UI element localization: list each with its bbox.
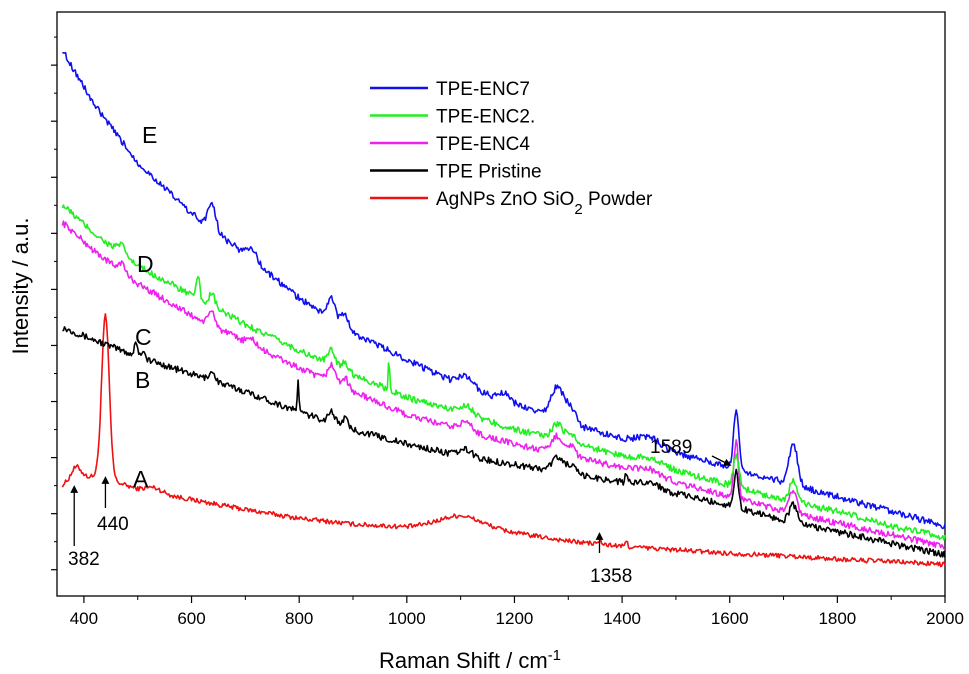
curve-layer: E D CB A — [61, 51, 946, 568]
x-tick-label: 1800 — [818, 609, 856, 628]
x-tick-label: 1400 — [603, 609, 641, 628]
legend-label: TPE Pristine — [436, 162, 542, 183]
title-layer: Raman Shift / cm-1 Intensity / a.u. — [8, 218, 561, 673]
axes-layer: 400 600 800 1000 1200 1400 1600 1800 2000 — [51, 36, 964, 628]
x-tick-label: 1600 — [711, 609, 749, 628]
x-axis-title-main: Raman Shift / cm — [379, 648, 548, 673]
legend-label-main: TPE Pristine — [436, 162, 542, 183]
annotation-layer: 382 440 1358 1589 — [68, 437, 732, 587]
curve-letter-d: D — [137, 251, 154, 277]
x-tick-label: 1200 — [496, 609, 534, 628]
legend: TPE-ENC7 TPE-ENC2. TPE-ENC4 TPE Pristine AgN… — [370, 79, 653, 218]
curve-letter-b: B — [135, 367, 150, 393]
legend-label: AgNPs ZnO SiO2 Powder — [436, 189, 653, 218]
x-axis-title: Raman Shift / cm-1 — [379, 647, 561, 674]
curve-letter-e: E — [142, 122, 157, 148]
y-axis-title: Intensity / a.u. — [8, 218, 33, 355]
x-tick-label: 400 — [70, 609, 98, 628]
legend-label-main: TPE-ENC4 — [436, 134, 530, 155]
curve-letter-a: A — [133, 466, 149, 492]
plot-area — [56, 11, 946, 597]
series-line-e — [62, 51, 946, 530]
series-line-a — [61, 313, 946, 568]
legend-label-subscript: 2 — [574, 201, 582, 218]
curve-letter-c: C — [135, 324, 152, 350]
legend-label-main: TPE-ENC2. — [436, 107, 535, 128]
legend-label-suffix: Powder — [583, 189, 653, 210]
annotation-label: 382 — [68, 549, 100, 570]
annotation-arrow — [711, 455, 732, 466]
annotation-label: 1358 — [590, 566, 632, 587]
x-axis-title-superscript: -1 — [548, 647, 561, 664]
x-tick-label: 2000 — [926, 609, 964, 628]
series-line-b — [62, 326, 946, 558]
annotation-label: 1589 — [650, 437, 692, 458]
x-tick-label: 600 — [177, 609, 205, 628]
series-line-d — [61, 204, 946, 541]
legend-label-main: TPE-ENC7 — [436, 79, 530, 100]
legend-label: TPE-ENC7 — [436, 79, 530, 100]
x-tick-label: 1000 — [388, 609, 426, 628]
plot-frame — [56, 11, 946, 597]
series-line-c — [61, 220, 946, 551]
x-tick-label: 800 — [285, 609, 313, 628]
legend-label: TPE-ENC2. — [436, 107, 535, 128]
legend-label-main: AgNPs ZnO SiO — [436, 189, 574, 210]
annotation-label: 440 — [97, 514, 129, 535]
legend-label: TPE-ENC4 — [436, 134, 530, 155]
